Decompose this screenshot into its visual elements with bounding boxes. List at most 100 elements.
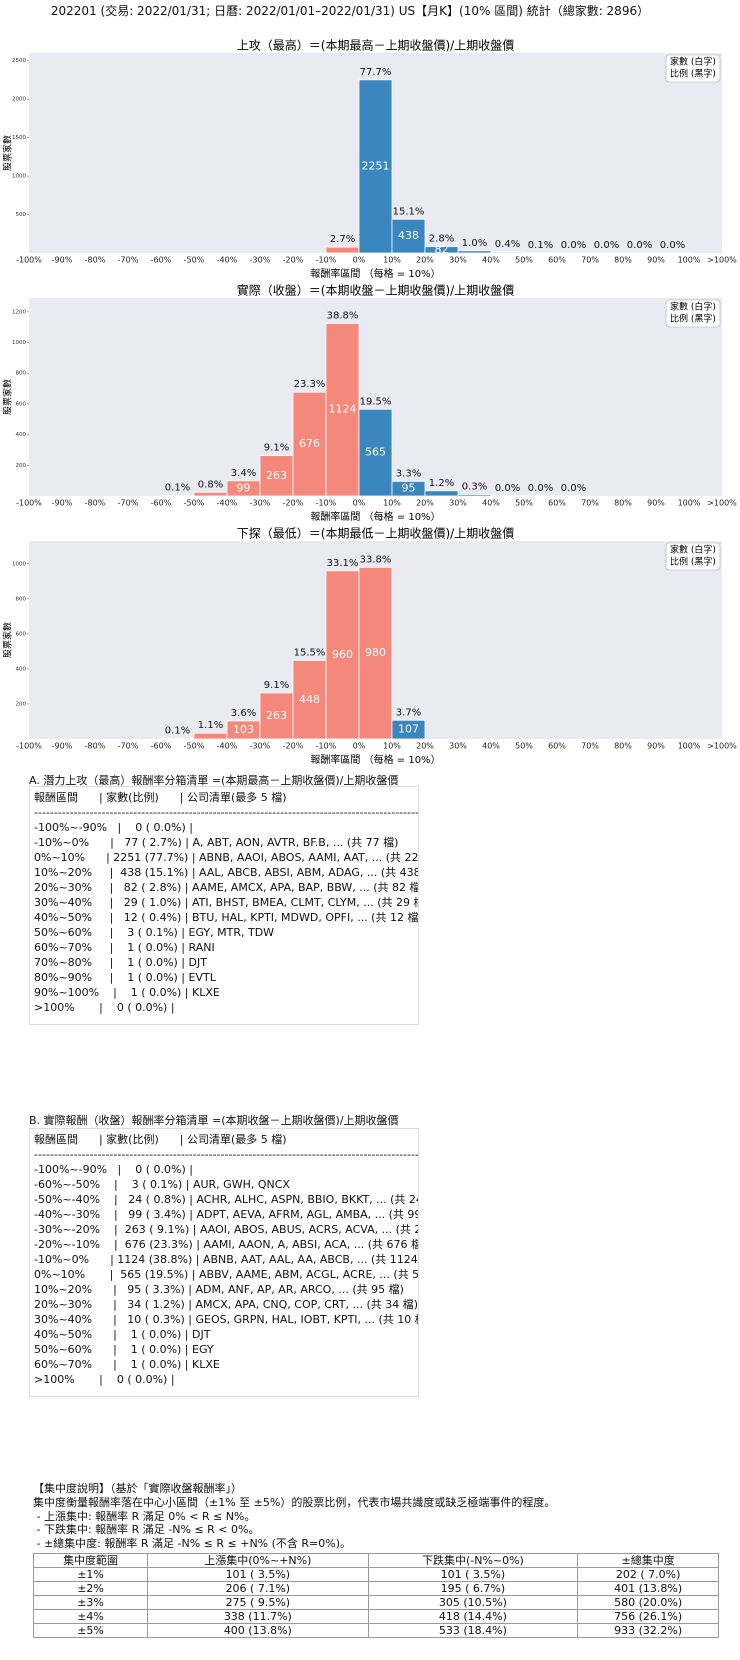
- x-tick-label: -40%: [217, 499, 238, 508]
- bar-count-label: 1124: [329, 403, 357, 416]
- bar: [457, 494, 492, 497]
- x-tick-label: 80%: [614, 499, 632, 508]
- list-row: >100% | 0 ( 0.0%) |: [34, 1001, 175, 1014]
- chart-title: 上攻（最高）＝(本期最高－上期收盤價)/上期收盤價: [237, 38, 514, 53]
- bar-share-label: 1.2%: [429, 478, 454, 489]
- bar-share-label: 77.7%: [360, 67, 392, 78]
- bar: [193, 732, 228, 740]
- bar-share-label: 19.5%: [360, 396, 392, 407]
- legend-text: 比例 (黑字): [670, 68, 716, 80]
- bar-share-label: 0.0%: [594, 240, 619, 251]
- x-tick-label: -50%: [184, 499, 205, 508]
- legend-text: 家數 (白字): [670, 301, 716, 313]
- y-tick-label: 600: [16, 631, 27, 637]
- x-tick-label: 20%: [416, 499, 434, 508]
- y-tick-label: 2500: [12, 58, 26, 64]
- table-header-row: 集中度範圍 上漲集中(0%~+N%) 下跌集中(-N%~0%) ±總集中度: [32, 1553, 719, 1568]
- x-tick-label: -30%: [250, 256, 271, 265]
- bar-count-label: 676: [299, 437, 320, 450]
- x-tick-label: 60%: [548, 256, 566, 265]
- table-row: ±2% 206 ( 7.1%) 195 ( 6.7%) 401 (13.8%): [32, 1581, 719, 1596]
- x-tick-label: -80%: [85, 742, 106, 751]
- list-separator: ----------------------------------------…: [34, 1148, 419, 1161]
- bar: [424, 246, 459, 254]
- y-tick-label: 500: [16, 212, 27, 218]
- list-header: 報酬區間 | 家數(比例) | 公司清單(最多 5 檔): [34, 791, 287, 804]
- bar-share-label: 1.0%: [462, 238, 487, 249]
- bar-share-label: 0.4%: [495, 239, 520, 250]
- table-cell: 202 ( 7.0%): [577, 1567, 719, 1582]
- table-cell: 400 (13.8%): [147, 1623, 369, 1638]
- bar-count-label: 107: [398, 723, 419, 736]
- list-row: -60%~-50% | 3 ( 0.1%) | AUR, GWH, QNCX: [34, 1178, 290, 1191]
- list-row: 50%~60% | 1 ( 0.0%) | EGY: [34, 1343, 214, 1356]
- table-cell: ±5%: [32, 1623, 149, 1638]
- table-cell: 418 (14.4%): [367, 1609, 579, 1624]
- bar-count-label: 103: [233, 723, 254, 736]
- x-tick-label: -10%: [316, 499, 337, 508]
- y-tick-label: 600: [16, 401, 27, 407]
- list-row: -100%~-90% | 0 ( 0.0%) |: [34, 821, 193, 834]
- concentration-table: 集中度範圍 上漲集中(0%~+N%) 下跌集中(-N%~0%) ±總集中度 ±1% 101…: [32, 1553, 719, 1638]
- y-tick-label: 1000: [12, 561, 26, 567]
- list-row: 0%~10% | 2251 (77.7%) | ABNB, AAOI, ABOS…: [34, 851, 419, 864]
- y-axis-label: 股票家數: [2, 135, 14, 171]
- list-header: 報酬區間 | 家數(比例) | 公司清單(最多 5 檔): [34, 1133, 287, 1146]
- x-tick-label: 40%: [482, 742, 500, 751]
- x-tick-label: >100%: [707, 256, 737, 265]
- table-header-cell: 上漲集中(0%~+N%): [147, 1553, 369, 1568]
- bar-share-label: 0.0%: [528, 483, 553, 494]
- x-tick-label: 60%: [548, 742, 566, 751]
- bar-count-label: 2251: [362, 159, 390, 172]
- bar: [292, 660, 327, 740]
- table-cell: 305 (10.5%): [367, 1595, 579, 1610]
- x-tick-label: -70%: [118, 256, 139, 265]
- list-row: 20%~30% | 34 ( 1.2%) | AMCX, APA, CNQ, C…: [34, 1298, 419, 1311]
- bar-count-label: 82: [435, 243, 449, 256]
- x-tick-label: -80%: [85, 256, 106, 265]
- x-tick-label: -60%: [151, 742, 172, 751]
- x-tick-label: 30%: [449, 742, 467, 751]
- x-tick-label: 30%: [449, 256, 467, 265]
- y-tick-label: 1500: [12, 135, 26, 141]
- x-tick-label: -80%: [85, 499, 106, 508]
- x-tick-label: 0%: [353, 499, 366, 508]
- table-cell: ±2%: [32, 1581, 149, 1596]
- y-axis-label: 股票家數: [2, 379, 14, 415]
- table-header-cell: 下跌集中(-N%~0%): [367, 1553, 579, 1568]
- list-row: 80%~90% | 1 ( 0.0%) | EVTL: [34, 971, 216, 984]
- y-tick-label: 1000: [12, 340, 26, 346]
- table-cell: 195 ( 6.7%): [367, 1581, 579, 1596]
- bar-share-label: 0.0%: [561, 483, 586, 494]
- bar-count-label: 95: [402, 482, 416, 495]
- list-separator: ----------------------------------------…: [34, 806, 419, 819]
- bar-share-label: 0.1%: [165, 483, 190, 494]
- x-tick-label: 70%: [581, 256, 599, 265]
- bar-share-label: 33.1%: [327, 558, 359, 569]
- legend-box: [665, 299, 721, 328]
- x-tick-label: -90%: [52, 742, 73, 751]
- x-tick-label: -50%: [184, 742, 205, 751]
- x-tick-label: 30%: [449, 499, 467, 508]
- table-cell: 756 (26.1%): [577, 1609, 719, 1624]
- bar-share-label: 3.6%: [231, 708, 256, 719]
- x-tick-label: 70%: [581, 499, 599, 508]
- x-tick-label: 20%: [416, 742, 434, 751]
- bar-share-label: 9.1%: [264, 680, 289, 691]
- bar: [358, 79, 393, 254]
- list-row: 10%~20% | 438 (15.1%) | AAL, ABCB, ABSI,…: [34, 866, 419, 879]
- x-tick-label: 80%: [614, 256, 632, 265]
- x-tick-label: 50%: [515, 256, 533, 265]
- list-row: -10%~0% | 1124 (38.8%) | ABNB, AAT, AAL,…: [34, 1253, 419, 1266]
- x-tick-label: 40%: [482, 256, 500, 265]
- x-tick-label: 10%: [383, 499, 401, 508]
- table-cell: 275 ( 9.5%): [147, 1595, 369, 1610]
- bar: [325, 570, 360, 740]
- list-heading: B. 實際報酬（收盤）報酬率分箱清單 =(本期收盤－上期收盤價)/上期收盤價: [29, 1114, 399, 1127]
- bar: [259, 455, 294, 497]
- x-tick-label: -20%: [283, 256, 304, 265]
- x-tick-label: 50%: [515, 742, 533, 751]
- bar-count-label: 99: [237, 481, 251, 494]
- x-tick-label: 10%: [383, 256, 401, 265]
